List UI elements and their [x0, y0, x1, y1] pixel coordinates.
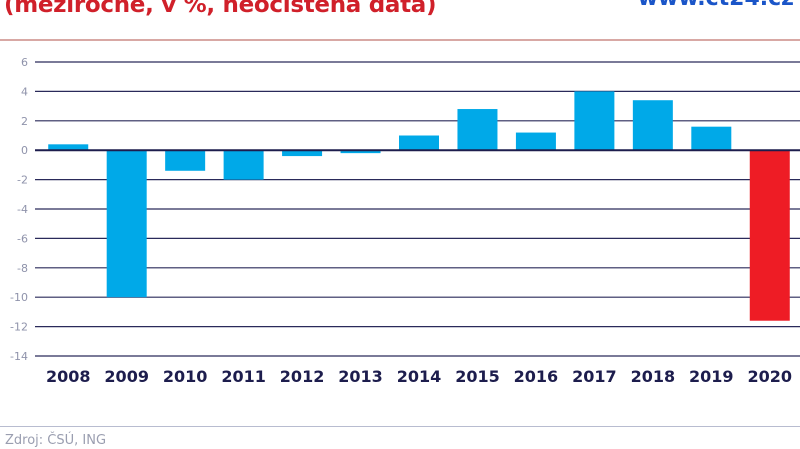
x-tick-label: 2016	[514, 367, 559, 386]
y-tick-label: 6	[21, 56, 28, 69]
x-tick-label: 2009	[104, 367, 149, 386]
bar-2014	[399, 135, 439, 151]
y-tick-label: -4	[17, 203, 28, 216]
bar-2009	[106, 150, 147, 298]
bar-2020	[749, 150, 790, 321]
bar-2011	[223, 150, 264, 180]
bar-2010	[165, 150, 206, 171]
x-tick-label: 2020	[748, 367, 793, 386]
y-tick-label: -14	[10, 350, 28, 363]
x-tick-label: 2014	[397, 367, 442, 386]
x-tick-label: 2013	[338, 367, 383, 386]
bar-chart: 6 4 2 0 -2 -4 -6 -8 -10 -12 -14 2008 2009 2010 2011 201…	[10, 56, 800, 386]
x-tick-label: 2017	[572, 367, 617, 386]
bar-2016	[515, 132, 556, 151]
y-tick-label: -10	[10, 291, 28, 304]
bar-2015	[457, 109, 498, 151]
chart-subtitle: (meziročně, v %, neočištěná data)	[4, 0, 437, 18]
x-tick-label: 2012	[280, 367, 325, 386]
x-tick-label: 2015	[455, 367, 500, 386]
y-tick-label: -8	[17, 262, 28, 275]
x-tick-label: 2019	[689, 367, 734, 386]
bar-2012	[282, 150, 323, 157]
header-divider	[0, 39, 800, 41]
source-note: Zdroj: ČSÚ, ING	[5, 433, 107, 448]
y-tick-label: 2	[21, 115, 28, 128]
y-tick-label: 4	[21, 85, 28, 98]
y-tick-label: -6	[17, 232, 28, 245]
x-tick-label: 2010	[163, 367, 208, 386]
site-url: www.ct24.cz	[638, 0, 794, 11]
x-tick-label: 2018	[631, 367, 676, 386]
bar-2013	[340, 150, 381, 154]
x-tick-label: 2011	[221, 367, 266, 386]
bar-2019	[691, 126, 732, 151]
x-tick-label: 2008	[46, 367, 91, 386]
y-tick-label: 0	[21, 144, 28, 157]
bar-2008	[48, 144, 89, 151]
y-tick-label: -12	[10, 321, 28, 334]
bar-2017	[574, 91, 615, 151]
bar-2018	[632, 100, 673, 151]
y-tick-label: -2	[17, 174, 28, 187]
footer-divider	[0, 426, 800, 427]
